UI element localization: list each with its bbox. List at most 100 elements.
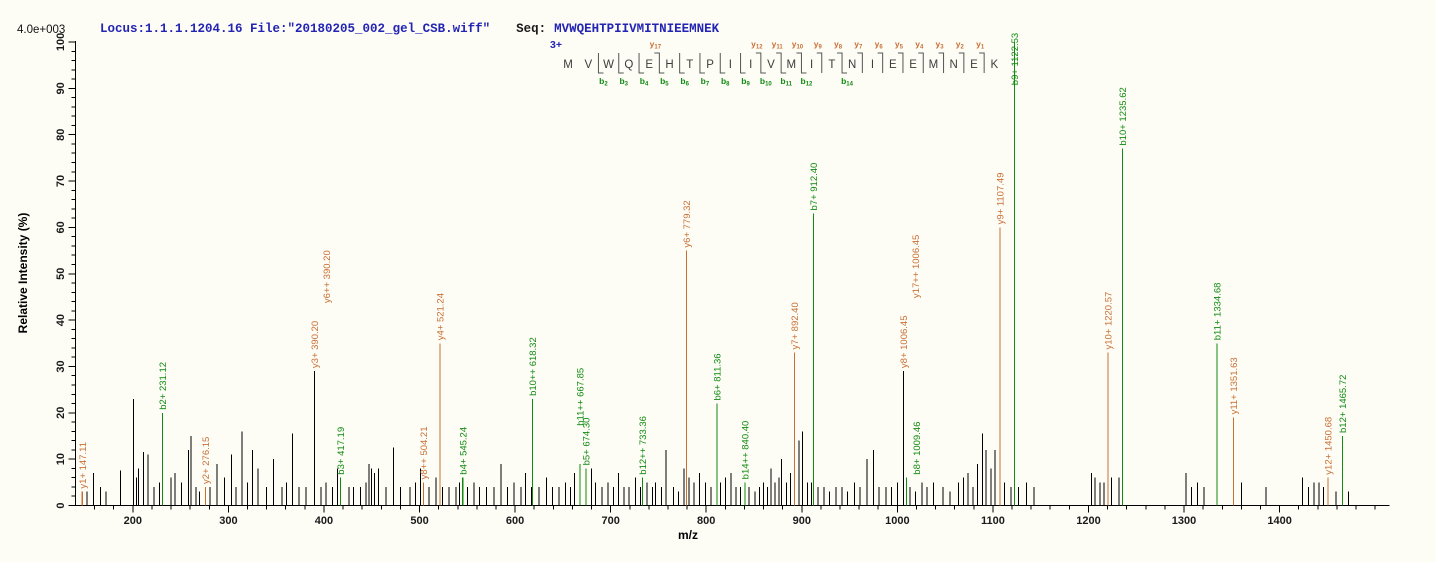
fragment-separator [699,53,705,74]
b-ion-label: b3 [619,76,628,88]
intensity-scale-note: 4.0e+003 [17,24,66,36]
x-tick-label: 400 [315,515,333,527]
residue-letter: Q [624,59,633,71]
fragment-separator [679,53,685,74]
peak-label: y1+ 147.11 [78,442,89,489]
peak-label: b6+ 811.36 [713,353,724,400]
b-ion-label: b11 [780,76,792,88]
peak-labels: y1+ 147.11 b2+ 231.12 y2+ 276.15 y3+ 390.20… [78,33,1349,489]
y-ion-label: y4 [915,39,924,51]
residue-letter: V [584,59,592,71]
peak-label: b8+ 1009.46 [912,422,923,475]
fragment-separator [918,52,924,73]
y-tick-label: 90 [55,82,67,94]
y-ion-label: y17 [650,39,662,51]
b-ion-label: b5 [660,76,669,88]
fragment-separator [837,52,848,74]
annotated-peaks [81,42,1343,506]
peak-label: b3+ 417.19 [336,427,347,475]
peak-label: b12++ 733.36 [638,416,649,475]
residue-letter: T [828,59,835,71]
peak-label: y2+ 276.15 [201,437,212,484]
y-ion-label: y9 [814,39,823,51]
y-tick-label: 20 [55,407,67,419]
y-tick-label: 80 [55,129,67,141]
header: Locus:1.1.1.1204.16 File:"20180205_002_g… [70,8,719,50]
x-tick-label: 900 [793,515,811,527]
b-ion-label: b8 [721,76,730,88]
fragment-separator [958,52,965,73]
fragment-separator [597,53,604,74]
b-ion-label: b4 [640,76,649,88]
b-ion-label: b9 [741,76,750,88]
peak-label: b12+ 1465.72 [1338,375,1349,433]
residue-letter: I [810,59,813,71]
y-axis-ticks: 0 10 20 30 40 50 60 70 80 90 100 [55,33,76,509]
y-tick-label: 50 [55,268,67,280]
fragment-separator [654,52,665,74]
axes [74,41,1390,507]
fragment-separator [857,52,863,73]
peak-label: y4+ 521.24 [435,293,446,340]
precursor-charge: 3+ [550,39,562,51]
residue-letter: P [706,59,714,71]
residue-letter: V [767,59,775,71]
y-tick-label: 0 [55,502,67,508]
residue-letter: E [645,59,653,71]
y-ion-label: y8 [834,39,843,51]
x-tick-label: 1000 [885,515,909,527]
x-tick-label: 600 [506,515,524,527]
x-tick-label: 1300 [1172,515,1196,527]
peak-label: y8++ 504.21 [419,426,430,479]
y-tick-label: 30 [55,360,67,372]
peak-label: b10++ 618.32 [528,337,539,396]
y-ion-label: y3 [936,39,945,51]
residue-letter: E [909,59,917,71]
y-tick-label: 60 [55,221,67,233]
fragment-separator [938,52,945,73]
y-ion-label: y10 [792,39,804,51]
peak-label: b5+ 674.30 [582,418,593,466]
b-ion-label: b10 [760,76,773,88]
residue-letter: M [787,59,797,71]
peak-label: y7+ 892.40 [790,302,801,349]
peak-label: y3+ 390.20 [310,321,321,368]
x-axis-ticks: 200 300 400 500 600 700 800 900 1000 1100 1200 1300… [94,505,1376,527]
b-ion-label: b2 [599,76,608,88]
y-ion-label: y12 [751,39,763,51]
x-tick-label: 1200 [1076,515,1100,527]
x-tick-label: 1400 [1267,515,1291,527]
y-axis-title: Relative Intensity (%) [16,213,30,334]
residue-letter: W [603,59,614,71]
fragment-separator [776,52,787,74]
residue-letter: M [563,59,573,71]
residue-letter: E [970,59,978,71]
x-axis-title: m/z [678,528,698,542]
residue-letter: I [871,59,874,71]
fragment-separator [816,52,823,73]
b-ion-label: b12 [801,76,814,88]
residue-letter: N [950,59,958,71]
residue-letter: T [686,59,693,71]
locus-file-text: Locus:1.1.1.1204.16 File:"20180205_002_g… [100,22,491,36]
y-ion-label: y5 [895,39,904,51]
noise-peaks [75,398,1349,506]
y-ion-label: y11 [772,39,784,51]
residue-letter: K [990,59,998,71]
peak-label: y6+ 779.32 [682,200,693,247]
x-tick-label: 500 [410,515,428,527]
fragment-separator [877,52,884,73]
peak-label: b14++ 840.40 [740,421,751,480]
x-tick-label: 700 [601,515,619,527]
b-ion-label: b7 [701,76,710,88]
y-tick-label: 100 [55,33,67,51]
fragment-separator [618,53,624,74]
residue-letter: M [929,59,939,71]
x-tick-label: 200 [124,515,142,527]
b-ion-label: b6 [680,76,689,88]
b-ion-label: b14 [841,76,854,88]
peak-label: y10+ 1220.57 [1104,292,1115,350]
peak-label: y6++ 390.20 [322,250,333,303]
